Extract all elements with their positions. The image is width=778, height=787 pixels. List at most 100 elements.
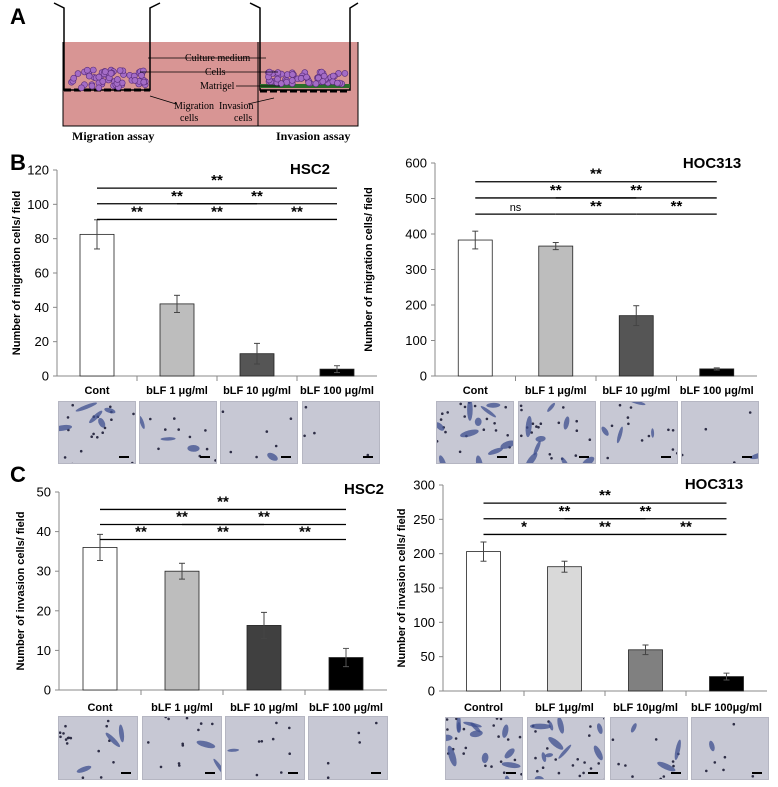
- error-bar: [633, 305, 640, 327]
- micrograph-image: [600, 401, 678, 464]
- cell-dot: [88, 82, 96, 90]
- scale-bar: [506, 772, 516, 774]
- micrograph-image: [225, 716, 305, 780]
- x-category-label: bLF 10μg/ml: [613, 702, 678, 714]
- micrograph-image: [691, 717, 769, 780]
- cell-dot: [312, 80, 320, 87]
- y-tick-label: 100: [413, 615, 435, 630]
- invasion-cells: [265, 68, 349, 88]
- significance-label: **: [135, 524, 147, 541]
- chart-title: HOC313: [685, 476, 743, 493]
- y-tick-label: 0: [428, 684, 435, 699]
- y-tick-label: 250: [413, 512, 435, 527]
- cell-dot: [107, 70, 115, 77]
- micrograph-image: [308, 716, 388, 780]
- cell-dot: [85, 72, 93, 80]
- significance-label: **: [131, 203, 143, 220]
- cell-dot: [114, 76, 121, 83]
- y-tick-label: 40: [35, 300, 49, 315]
- bar: [246, 625, 282, 691]
- y-tick-label: 50: [421, 649, 435, 664]
- label-invasion: Invasion: [219, 101, 253, 112]
- x-category-label: bLF 100μg/ml: [691, 702, 762, 714]
- cell-dot: [95, 73, 103, 81]
- significance-label: **: [251, 188, 263, 205]
- y-tick-label: 120: [27, 163, 49, 178]
- x-category-label: bLF 1 μg/ml: [146, 385, 208, 397]
- significance-label: **: [590, 166, 602, 183]
- error-bar: [480, 541, 487, 562]
- label-invasion-cells: cells: [234, 113, 252, 124]
- cell-dot: [95, 84, 103, 92]
- scale-bar: [742, 456, 752, 458]
- cell-dot: [131, 77, 139, 84]
- error-bar: [552, 242, 559, 251]
- micrograph-image: [436, 401, 514, 464]
- label-matrigel: Matrigel: [200, 81, 235, 92]
- micrograph-image: [139, 401, 217, 464]
- scale-bar: [281, 456, 291, 458]
- x-category-label: bLF 100 μg/ml: [680, 385, 754, 397]
- y-axis-label: Number of invasion cells/ field: [15, 512, 27, 671]
- scale-bar: [205, 772, 215, 774]
- cell-dot: [303, 73, 310, 81]
- x-category-label: bLF 1 μg/ml: [525, 385, 587, 397]
- significance-label: **: [291, 203, 303, 220]
- error-bar: [179, 562, 185, 580]
- chart-title: HSC2: [290, 161, 330, 178]
- cell-dot: [84, 66, 91, 74]
- label-migration-cells: cells: [180, 113, 198, 124]
- y-tick-label: 40: [37, 524, 51, 539]
- cell-dot: [78, 84, 85, 92]
- y-tick-label: 80: [35, 231, 49, 246]
- x-category-label: bLF 1μg/ml: [535, 702, 594, 714]
- y-tick-label: 60: [35, 266, 49, 281]
- error-bar: [723, 672, 730, 681]
- cell-dot: [277, 80, 285, 87]
- chart-title: HSC2: [344, 481, 384, 498]
- bar: [164, 570, 200, 691]
- scale-bar: [661, 456, 671, 458]
- significance-label: **: [217, 524, 229, 541]
- micrograph-image: [58, 401, 136, 464]
- micrograph-image: [681, 401, 759, 464]
- error-bar: [713, 367, 720, 371]
- error-bar: [254, 342, 260, 365]
- significance-label: **: [211, 203, 223, 220]
- y-tick-label: 10: [37, 643, 51, 658]
- label-cells: Cells: [205, 67, 226, 78]
- significance-label: **: [599, 518, 611, 535]
- significance-label: **: [630, 182, 642, 199]
- y-axis-label: Number of invasion cells/ field: [396, 509, 408, 668]
- scale-bar: [579, 456, 589, 458]
- x-category-label: Cont: [463, 385, 488, 397]
- significance-label: **: [176, 508, 188, 525]
- cell-dot: [74, 70, 82, 77]
- micrograph-image: [518, 401, 596, 464]
- y-tick-label: 20: [37, 603, 51, 618]
- significance-label: **: [217, 493, 229, 510]
- x-category-label: bLF 1 μg/ml: [151, 702, 213, 714]
- significance-label: *: [521, 518, 527, 535]
- scale-bar: [121, 772, 131, 774]
- scale-bar: [200, 456, 210, 458]
- caption-migration-assay: Migration assay: [72, 129, 154, 143]
- migration-cells: [68, 66, 149, 92]
- x-category-label: Cont: [87, 702, 112, 714]
- error-bar: [343, 647, 349, 668]
- bar: [538, 245, 574, 377]
- label-culture-medium: Culture medium: [185, 53, 250, 64]
- scale-bar: [119, 456, 129, 458]
- significance-label: **: [171, 188, 183, 205]
- y-tick-label: 300: [405, 262, 427, 277]
- y-tick-label: 20: [35, 334, 49, 349]
- scale-bar: [363, 456, 373, 458]
- error-bar: [642, 644, 649, 656]
- error-bar: [261, 611, 267, 640]
- micrograph-image: [610, 717, 688, 780]
- invasion-matrigel: [260, 84, 350, 88]
- x-category-label: Control: [464, 702, 503, 714]
